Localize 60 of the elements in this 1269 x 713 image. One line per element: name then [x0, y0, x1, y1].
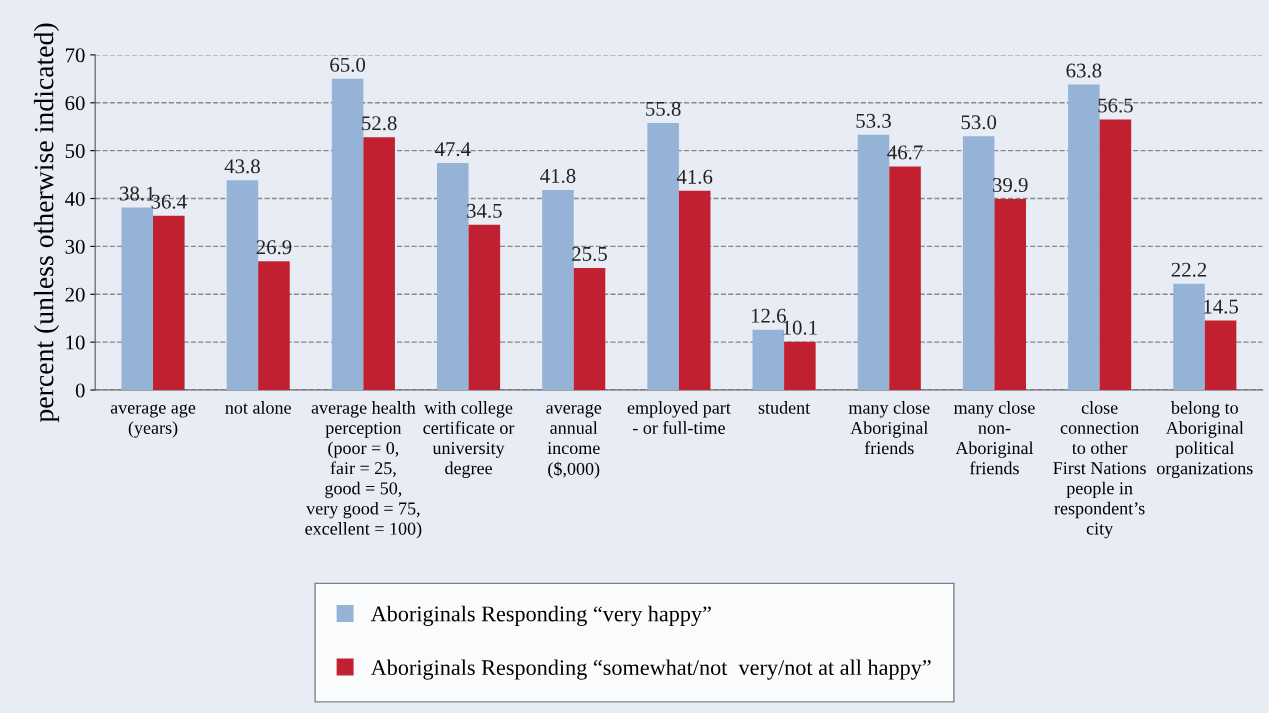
y-axis-title: percent (unless otherwise indicated): [33, 23, 60, 423]
data-label: 39.9: [992, 177, 1028, 193]
data-label: 47.4: [434, 142, 471, 157]
y-tick-label: 60: [65, 96, 85, 111]
x-tick-label: average health perception (poor = 0, fair = 25, good = 50, very good = 75, excellent = 100): [305, 401, 422, 539]
x-tick-label: with college certificate or university degree: [423, 401, 515, 479]
data-label: 53.3: [856, 113, 891, 128]
x-tick-label: employed part - or full-time: [627, 401, 731, 435]
bar: [153, 215, 185, 391]
x-tick-label: average age (years): [110, 404, 196, 438]
bar: [437, 163, 469, 391]
x-tick-label: average annual income ($,000): [546, 404, 602, 479]
y-tick-label: 30: [65, 239, 85, 254]
x-tick-label: belong to Aboriginal political organizations: [1157, 401, 1253, 479]
bar: [542, 189, 574, 391]
bar: [468, 224, 501, 391]
data-label: 34.5: [467, 203, 502, 218]
bar: [1068, 84, 1100, 391]
data-label: 46.7: [887, 145, 923, 160]
y-tick-label: 20: [65, 287, 85, 302]
data-label: 25.5: [572, 246, 607, 262]
y-tick-label: 10: [66, 335, 85, 350]
data-label: 41.6: [676, 169, 713, 184]
data-label: 14.5: [1204, 299, 1238, 314]
data-label: 22.2: [1171, 262, 1207, 277]
data-label: 43.8: [224, 159, 260, 174]
data-label: 65.0: [330, 57, 366, 72]
legend-label: Aboriginals Responding “somewhat/not very/not at all happy”: [370, 659, 931, 680]
bar: [258, 261, 290, 391]
x-tick-label: student: [758, 401, 811, 414]
bar: [962, 136, 995, 391]
bar: [647, 122, 679, 391]
data-label: 55.8: [646, 101, 681, 116]
bar: [1099, 119, 1132, 391]
bar: [363, 137, 395, 391]
bar: [1173, 283, 1205, 391]
data-label: 53.0: [961, 115, 997, 130]
bar: [678, 190, 711, 391]
y-tick-label: 70: [65, 48, 85, 63]
bar: [752, 329, 785, 391]
data-label: 63.8: [1066, 63, 1102, 78]
data-label: 41.8: [540, 168, 576, 183]
bar: [121, 207, 154, 391]
legend-label: Aboriginals Responding “very happy”: [370, 605, 711, 626]
bar: [1204, 320, 1237, 391]
bar: [784, 341, 816, 391]
x-tick-label: many close Aboriginal friends: [848, 401, 930, 455]
data-label: 26.9: [256, 240, 292, 255]
y-tick-label: 50: [65, 144, 85, 159]
data-label: 52.8: [362, 116, 397, 131]
y-tick-label: 0: [75, 383, 85, 398]
data-label: 56.5: [1098, 98, 1133, 113]
bar: [994, 199, 1026, 391]
bar: [331, 78, 364, 391]
x-tick-label: close connection to other First Nations people in respondent’s city: [1053, 401, 1146, 539]
x-tick-label: not alone: [225, 401, 291, 414]
y-tick-label: 40: [65, 191, 85, 206]
x-tick-label: many close non- Aboriginal friends: [953, 401, 1035, 475]
bar: [573, 267, 606, 391]
bar: [889, 166, 921, 391]
